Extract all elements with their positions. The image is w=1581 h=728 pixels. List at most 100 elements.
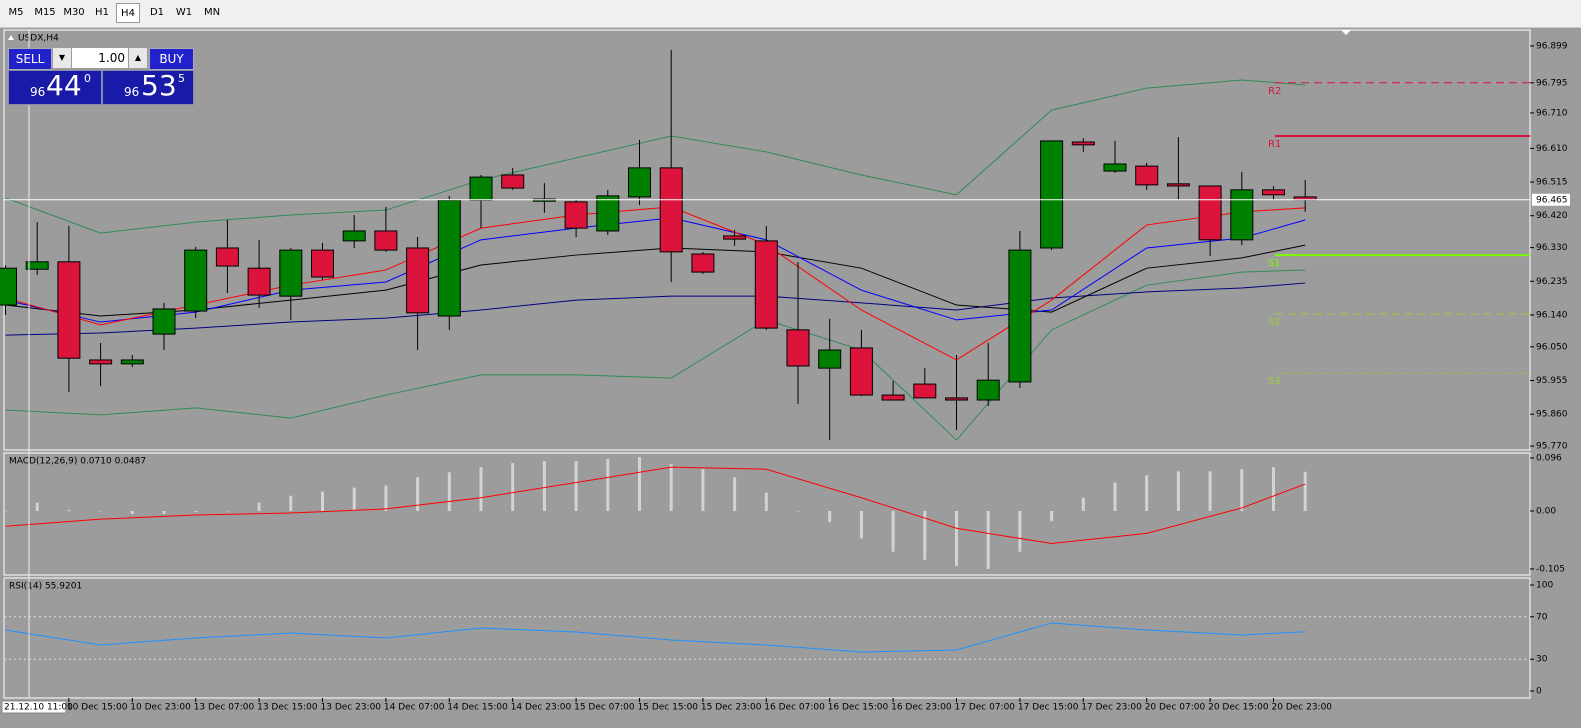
- pivot-label: S1: [1268, 258, 1281, 269]
- macd-bar: [130, 510, 134, 514]
- x-tick-label: 15 Dec 15:00: [638, 703, 699, 713]
- timeframe-button[interactable]: M30: [63, 7, 85, 18]
- macd-bar: [416, 477, 420, 511]
- timeframe-button[interactable]: W1: [175, 7, 193, 18]
- macd-bar: [194, 510, 198, 512]
- candle-body: [1230, 189, 1254, 241]
- macd-bar: [321, 491, 324, 511]
- candle-body: [976, 379, 1000, 401]
- macd-bar: [606, 459, 610, 511]
- macd-bar: [701, 469, 705, 511]
- timeframe-button[interactable]: MN: [203, 7, 221, 18]
- x-tick-label: 20 Dec 15:00: [1208, 703, 1269, 713]
- candle-body: [279, 249, 303, 297]
- bid-big: 96: [30, 85, 46, 99]
- timeframe-button[interactable]: M15: [34, 7, 56, 18]
- candle-body: [215, 247, 239, 267]
- y-tick-label: 96.610: [1536, 144, 1568, 154]
- candle-body: [1198, 185, 1222, 241]
- indicator-line: [5, 622, 1306, 653]
- bid-box[interactable]: [8, 70, 102, 105]
- macd-bar: [955, 510, 958, 566]
- x-tick-label: 10 Dec 23:00: [130, 703, 191, 713]
- macd-bar: [669, 464, 673, 511]
- ask-box[interactable]: [102, 70, 194, 105]
- candle-body: [0, 267, 17, 306]
- x-tick-label: 16 Dec 07:00: [764, 703, 825, 713]
- candle-body: [881, 394, 905, 401]
- macd-bar: [1240, 469, 1244, 511]
- panel-title: MACD(12,26,9) 0.0710 0.0487: [9, 457, 146, 467]
- macd-bar: [1081, 497, 1085, 511]
- lot-up[interactable]: ▲: [129, 48, 147, 68]
- y-tick-label: 96.050: [1536, 342, 1568, 352]
- candle-body: [786, 329, 810, 367]
- ask-main: 53: [141, 69, 177, 102]
- buy-button[interactable]: BUY: [149, 48, 194, 70]
- macd-bar: [828, 510, 832, 523]
- y-tick-label: 70: [1536, 612, 1548, 622]
- candle-body: [120, 359, 144, 365]
- indicator-line: [5, 282, 1306, 336]
- y-tick-label: 96.140: [1536, 310, 1568, 320]
- indicator-line: [5, 269, 1306, 441]
- x-tick-label: 15 Dec 07:00: [574, 703, 635, 713]
- pivot-label: R2: [1268, 86, 1281, 97]
- x-tick-label: 13 Dec 23:00: [321, 703, 382, 713]
- y-tick-label: 96.330: [1536, 243, 1568, 253]
- price-label: 96.465: [1536, 195, 1568, 205]
- lot-input[interactable]: 1.00: [72, 48, 128, 68]
- bid-main: 44: [46, 69, 82, 102]
- lot-down[interactable]: ▼: [53, 48, 71, 68]
- x-tick-label: 14 Dec 15:00: [447, 703, 508, 713]
- macd-bar: [1145, 475, 1149, 511]
- macd-bar: [384, 485, 388, 511]
- candle-body: [659, 167, 683, 253]
- candle-body: [1166, 183, 1190, 187]
- crosshair-box: [1, 700, 67, 714]
- macd-bar: [574, 461, 578, 511]
- chart-background: [0, 28, 1581, 728]
- y-tick-label: 95.770: [1536, 442, 1568, 452]
- x-tick-label: 20 Dec 23:00: [1272, 703, 1333, 713]
- ask-sup: 5: [178, 72, 185, 85]
- candle-body: [1071, 141, 1095, 146]
- macd-bar: [162, 510, 166, 514]
- candle-body: [754, 240, 778, 329]
- y-tick-label: 95.860: [1536, 410, 1568, 420]
- pivot-label: S3: [1268, 376, 1281, 387]
- candle-body: [1040, 140, 1064, 249]
- timeframe-button[interactable]: H1: [95, 7, 109, 18]
- axis-background: [1530, 28, 1581, 728]
- macd-bar: [891, 510, 895, 552]
- macd-bar: [859, 510, 863, 539]
- chart: USDX,H4 96.899 96.795 96.710 96.610 96.515 96.…: [0, 28, 1581, 728]
- y-tick-label: 96.515: [1536, 178, 1568, 188]
- macd-bar: [923, 510, 927, 560]
- candle-body: [1262, 189, 1285, 196]
- timeframe-button[interactable]: H4: [116, 3, 140, 23]
- macd-bar: [352, 487, 356, 511]
- macd-bar: [289, 495, 293, 511]
- macd-bar: [225, 510, 229, 512]
- y-tick-label: 96.420: [1536, 211, 1568, 221]
- candle-body: [849, 347, 873, 396]
- candle-body: [1103, 163, 1127, 172]
- macd-bar: [1272, 467, 1275, 511]
- y-tick-label: 95.955: [1536, 376, 1568, 386]
- timeframe-button[interactable]: D1: [149, 7, 165, 18]
- x-tick-label: 13 Dec 07:00: [194, 703, 255, 713]
- macd-bar: [479, 467, 483, 511]
- sell-button[interactable]: SELL: [8, 48, 52, 70]
- panel-frame: [3, 452, 1531, 576]
- macd-bar: [542, 461, 546, 511]
- y-tick-label: 0.00: [1536, 506, 1556, 516]
- timeframe-button[interactable]: M5: [8, 7, 24, 18]
- candle-body: [628, 167, 651, 198]
- macd-bar: [1050, 510, 1054, 522]
- x-tick-label: 16 Dec 15:00: [828, 703, 889, 713]
- candle-body: [57, 261, 81, 359]
- candle-body: [1008, 249, 1032, 383]
- price-box: [1532, 193, 1570, 206]
